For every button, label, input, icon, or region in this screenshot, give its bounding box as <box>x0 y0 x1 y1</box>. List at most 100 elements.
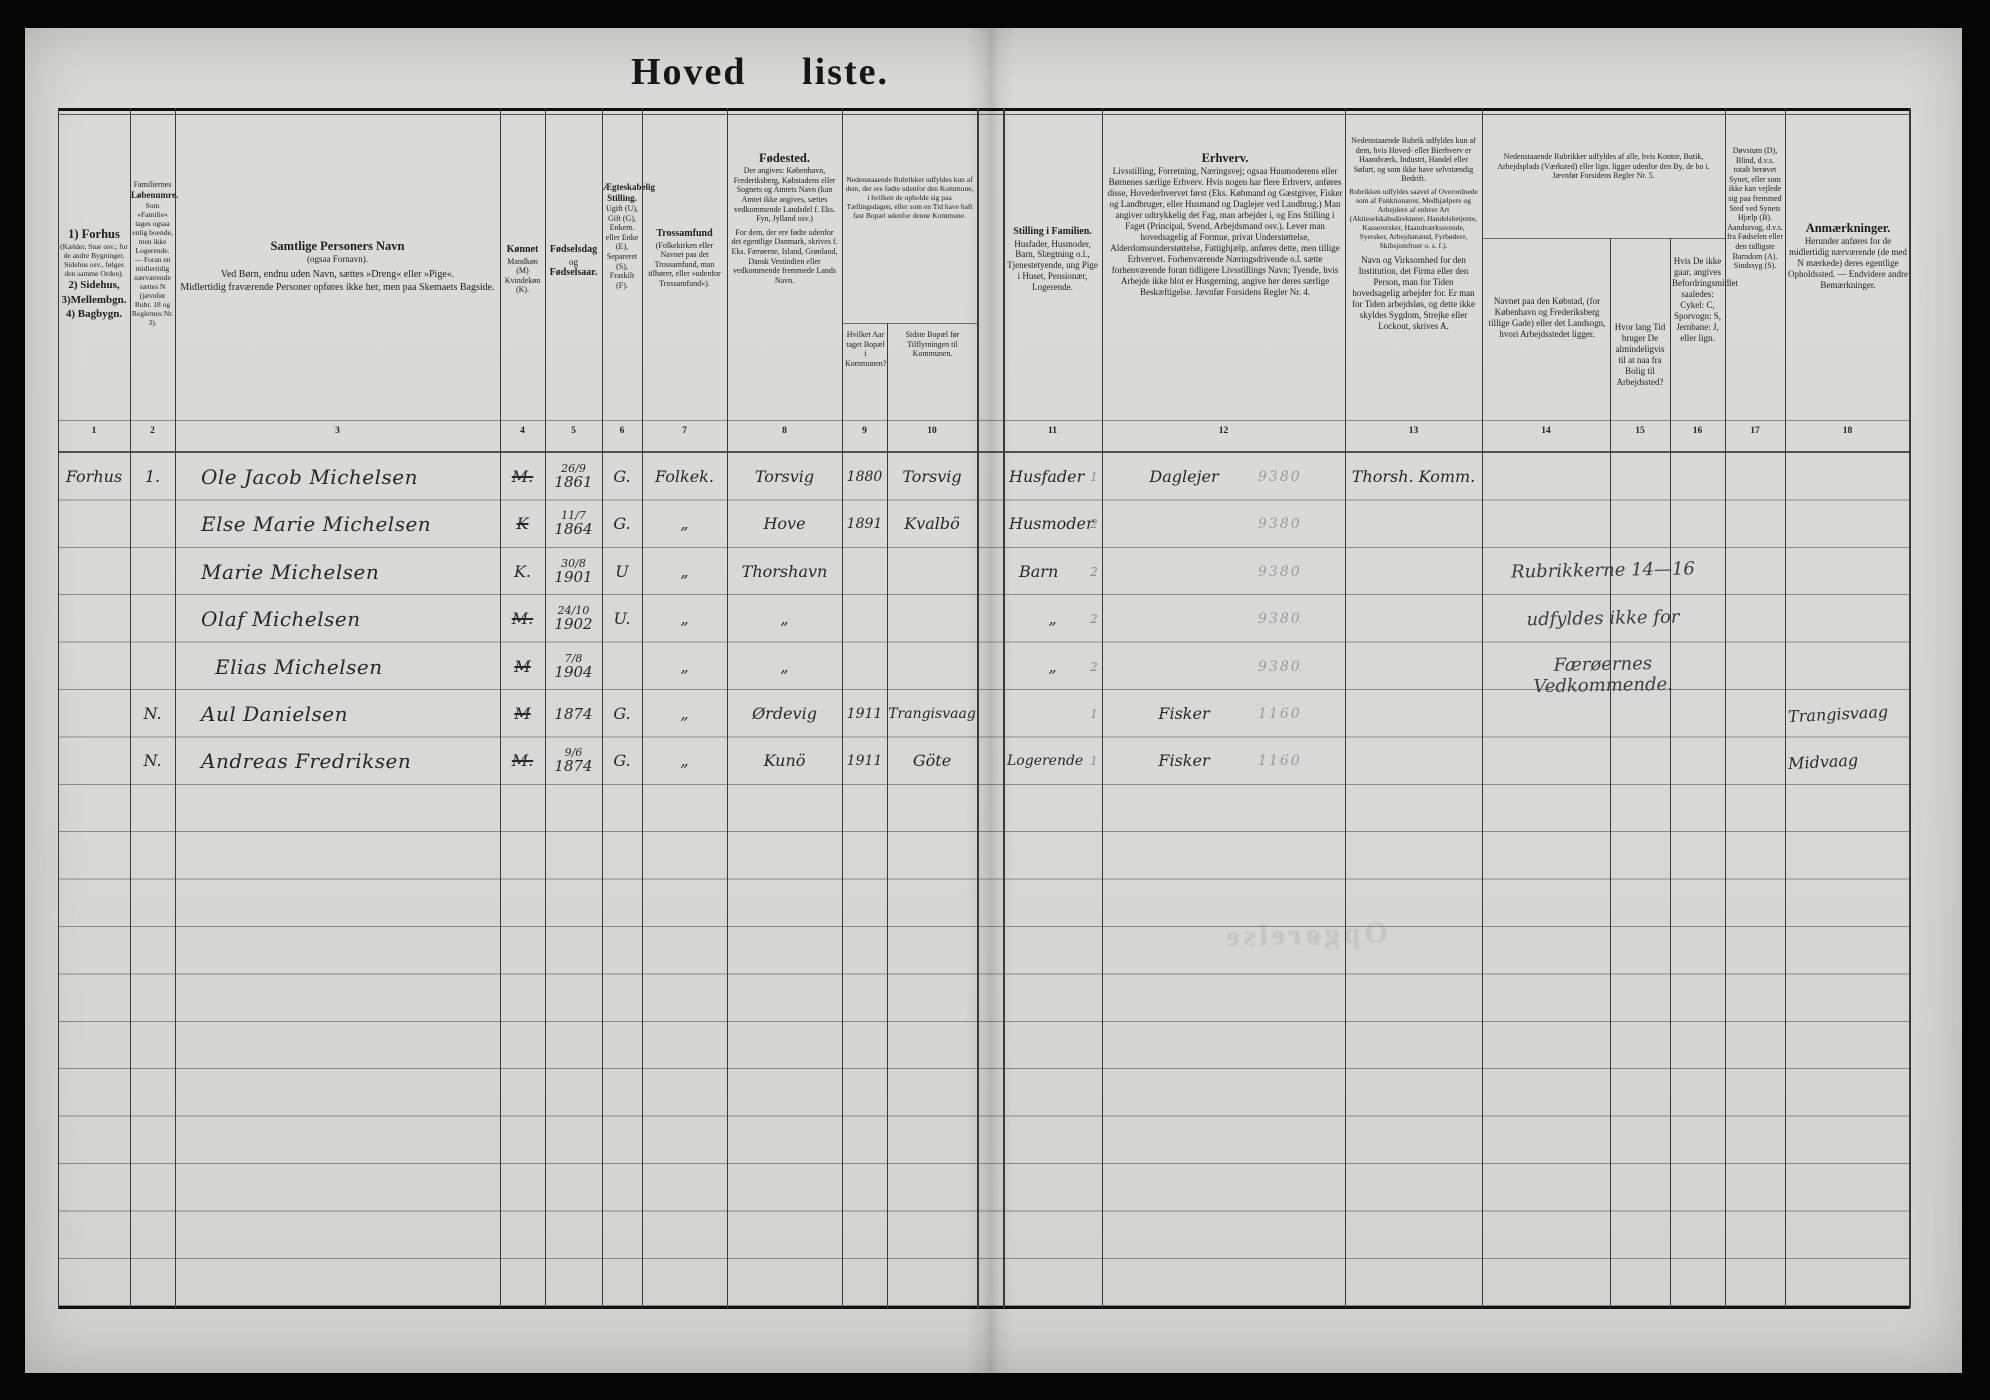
cell-kon: M. <box>511 751 534 770</box>
cell-navn: Olaf Michelsen <box>201 606 361 631</box>
header-arbejdsstedets-by: Navnet paa den Købstad, (for København o… <box>1488 296 1606 339</box>
cell-navn: Marie Michelsen <box>201 559 380 584</box>
tally-mark: 2 <box>1090 516 1098 531</box>
cell-stilling: „ <box>1048 657 1057 676</box>
header-konnet: Kønnet Mandkøn (M) Kvindekøn (K). <box>504 244 541 295</box>
header-bottom-rule <box>58 420 1910 421</box>
cell-fodested: Thorshavn <box>741 562 828 581</box>
cell-fodested: Ørdevig <box>752 704 817 723</box>
column-divider <box>887 323 888 1308</box>
column-number: 7 <box>682 426 687 436</box>
cell-lobenummer: 1. <box>144 467 161 486</box>
cell-anmaerkning: Trangisvaag <box>1787 701 1889 727</box>
cell-trossamfund: „ <box>680 514 689 533</box>
column-number: 10 <box>927 426 937 436</box>
column-number: 9 <box>862 426 867 436</box>
tally-mark: 2 <box>1090 611 1098 626</box>
column-number: 17 <box>1750 426 1760 436</box>
column-divider <box>1345 108 1346 1308</box>
cell-fodselsdato: 24/10 1902 <box>554 604 593 633</box>
cell-kode: 9380 <box>1258 515 1302 532</box>
column-divider <box>500 108 501 1308</box>
table-right-edge <box>1909 108 1911 1308</box>
cell-fodested: „ <box>780 657 789 676</box>
page-title: Hoved liste. <box>631 51 889 93</box>
header-fodested: Fødested. Der angives: København, Freder… <box>731 151 838 285</box>
column-divider <box>642 108 643 1308</box>
cell-forhus: Forhus <box>65 467 123 486</box>
cell-trossamfund: „ <box>680 704 689 723</box>
column-number: 16 <box>1692 426 1703 436</box>
table-top-rule <box>58 108 1910 111</box>
row-ruling <box>58 453 1910 1306</box>
cell-navn: Elias Michelsen <box>215 654 383 679</box>
cell-kode: 9380 <box>1258 658 1302 675</box>
column-number: 18 <box>1842 426 1853 436</box>
cell-kode: 9380 <box>1258 563 1302 580</box>
cell-erhverv: Daglejer <box>1149 467 1219 486</box>
column-divider <box>1725 108 1726 1308</box>
cell-erhverv: Fisker <box>1158 751 1210 770</box>
cell-lobenummer: N. <box>143 751 162 770</box>
header-stilling-i-familien: Stilling i Familien. Husfader, Husmoder,… <box>1007 226 1098 293</box>
cell-sidste-bopael: Kvalbö <box>904 514 960 533</box>
cell-fodested: „ <box>780 609 789 628</box>
column-divider <box>175 108 176 1308</box>
cell-kon: M. <box>511 609 534 628</box>
column-number: 12 <box>1218 426 1229 436</box>
cell-navn: Ole Jacob Michelsen <box>201 464 418 489</box>
column-divider <box>602 108 603 1308</box>
header-anmaerkninger: Anmærkninger. Herunder anføres for de mi… <box>1788 221 1908 291</box>
cell-stilling: Logerende <box>1007 752 1084 769</box>
cell-kode: 9380 <box>1258 610 1302 627</box>
cell-kon: M <box>514 704 531 723</box>
cell-trossamfund: „ <box>680 657 689 676</box>
cell-sidste-bopael: Trangisvaag <box>888 705 976 722</box>
tally-mark: 1 <box>1090 469 1098 484</box>
cell-aegteskabelig: G. <box>613 514 631 533</box>
column-divider <box>1482 108 1483 1308</box>
column-divider <box>842 108 843 1308</box>
note-rubrikker-line3: Færøernes Vedkommende. <box>1533 653 1674 698</box>
cell-fodselsdato: 26/9 1861 <box>554 462 593 491</box>
cell-fodested: Hove <box>763 514 806 533</box>
header-group-9-10: Nedenstaaende Rubrikker udfyldes kun af … <box>845 175 974 220</box>
cell-trossamfund: „ <box>680 562 689 581</box>
cell-fodested: Torsvig <box>754 467 815 486</box>
column-number: 11 <box>1048 426 1057 436</box>
header-dovstum-blind: Døvstum (D), Blind, d.v.s. totalt berøve… <box>1727 146 1783 271</box>
right-page-edge <box>1003 108 1005 1308</box>
column-number: 3 <box>335 426 340 436</box>
tally-mark: 2 <box>1090 659 1098 674</box>
cell-kon: K. <box>513 562 532 581</box>
cell-fodselsdato: 9/6 1874 <box>554 746 593 775</box>
cell-tilflytningsaar: 1891 <box>846 515 883 532</box>
column-divider <box>1610 238 1611 1308</box>
cell-kon: K <box>516 514 529 533</box>
header-forhus: 1) Forhus (Kælder, Stue osv.; for de and… <box>60 227 128 320</box>
header-group-14-16: Nedenstaaende Rubrikker udfyldes af alle… <box>1497 152 1710 181</box>
column-divider <box>130 108 131 1308</box>
cell-kode: 1160 <box>1258 705 1302 722</box>
column-number: 1 <box>91 426 97 436</box>
header-aegteskabelig: Ægteskabelig Stilling. Ugift (U), Gift (… <box>603 182 656 290</box>
cell-kode: 1160 <box>1258 752 1302 769</box>
column-number: 6 <box>619 426 625 436</box>
cell-kon: M. <box>511 467 534 486</box>
cell-stilling: Husfader <box>1009 467 1085 486</box>
header-rejsetid: Hvor lang Tid bruger De almindeligvis ti… <box>1614 322 1666 387</box>
note-rubrikker-line2: udfyldes ikke for <box>1526 606 1680 631</box>
column-divider <box>1102 108 1103 1308</box>
header-tilflytningsaar: Hvilket Aar taget Bopæl i Kommunen? <box>845 330 887 368</box>
cell-stilling: Husmoder <box>1009 514 1094 533</box>
column-number: 15 <box>1635 426 1645 436</box>
column-number: 4 <box>520 426 525 436</box>
group-9-10-divider <box>842 323 977 324</box>
cell-sidste-bopael: Göte <box>912 751 952 770</box>
note-rubrikker-line1: Rubrikkerne 14—16 <box>1510 558 1696 583</box>
tally-mark: 1 <box>1090 753 1098 768</box>
cell-tilflytningsaar: 1911 <box>846 705 883 722</box>
cell-trossamfund: „ <box>680 609 689 628</box>
cell-fodselsdato: 30/8 1901 <box>554 557 593 586</box>
